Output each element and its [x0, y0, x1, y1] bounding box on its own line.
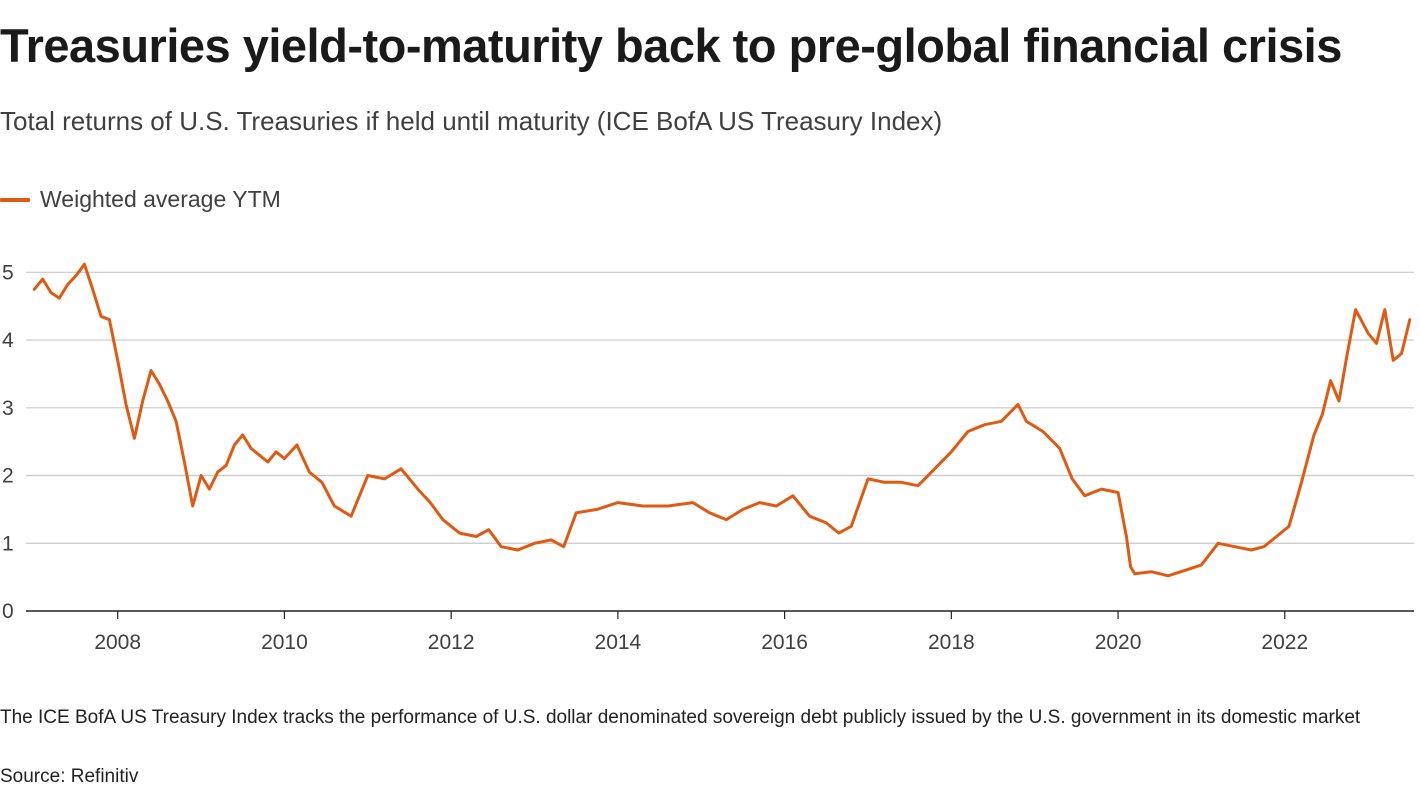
- chart-subtitle: Total returns of U.S. Treasuries if held…: [0, 106, 943, 136]
- line-chart: 0 1 2 3 4 5 2008 2010 2012 2014 2016 2018 2020 2022: [2, 261, 1414, 654]
- x-tick-label: 2008: [94, 631, 141, 654]
- x-tick-label: 2014: [595, 631, 642, 654]
- legend-label-ytm: Weighted average YTM: [40, 186, 281, 212]
- series-line-ytm: [32, 262, 1412, 578]
- y-tick-label: 3: [2, 397, 14, 420]
- legend-swatch-ytm: [0, 197, 30, 202]
- y-tick-label: 0: [2, 600, 14, 623]
- chart-title: Treasuries yield-to-maturity back to pre…: [0, 19, 1342, 72]
- y-tick-label: 5: [2, 261, 14, 284]
- x-tick-label: 2022: [1261, 631, 1308, 654]
- x-tick-label: 2018: [928, 631, 975, 654]
- gridlines: [26, 271, 1414, 544]
- x-axis: 2008 2010 2012 2014 2016 2018 2020 2022: [26, 610, 1414, 654]
- x-tick-label: 2012: [428, 631, 475, 654]
- chart-legend: Weighted average YTM: [0, 186, 281, 213]
- series-layer: [32, 262, 1412, 578]
- x-tick-label: 2010: [261, 631, 308, 654]
- y-tick-label: 4: [2, 329, 14, 352]
- chart-footnote: The ICE BofA US Treasury Index tracks th…: [0, 707, 1361, 728]
- x-tick-label: 2016: [761, 631, 808, 654]
- y-tick-label: 2: [2, 465, 14, 488]
- y-tick-label: 1: [2, 532, 14, 555]
- chart-source: Source: Refinitiv: [0, 766, 139, 787]
- y-axis-tick-labels: 0 1 2 3 4 5: [2, 261, 14, 623]
- x-tick-label: 2020: [1095, 631, 1142, 654]
